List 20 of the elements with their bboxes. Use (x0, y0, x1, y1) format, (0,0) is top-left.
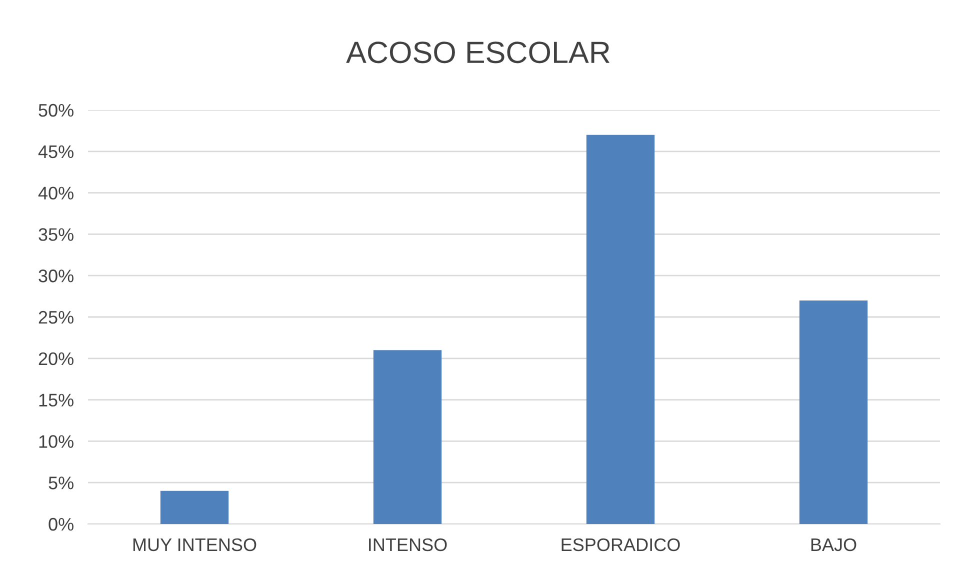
y-tick-label: 5% (48, 476, 74, 490)
y-tick-label: 30% (38, 270, 74, 282)
y-tick-label: 10% (39, 435, 74, 448)
y-tick-label: 20% (38, 352, 74, 366)
y-tick-label: 35% (38, 228, 74, 241)
bar (373, 350, 442, 524)
y-tick-label: 45% (38, 145, 74, 158)
x-tick-label: BAJO (811, 538, 856, 552)
y-tick-label: 15% (39, 394, 74, 407)
y-tick-label: 40% (38, 186, 74, 200)
bar (160, 490, 229, 524)
y-tick-label: 0% (48, 518, 74, 531)
x-tick-label: INTENSO (369, 538, 447, 552)
y-tick-label: 25% (38, 310, 74, 324)
chart-title: ACOSO ESCOLAR (346, 42, 610, 64)
bar (799, 300, 868, 524)
bar (586, 134, 655, 524)
x-tick-label: ESPORADICO (562, 538, 680, 552)
y-tick-label: 50% (38, 104, 74, 117)
x-tick-label: MUY INTENSO (133, 538, 256, 552)
